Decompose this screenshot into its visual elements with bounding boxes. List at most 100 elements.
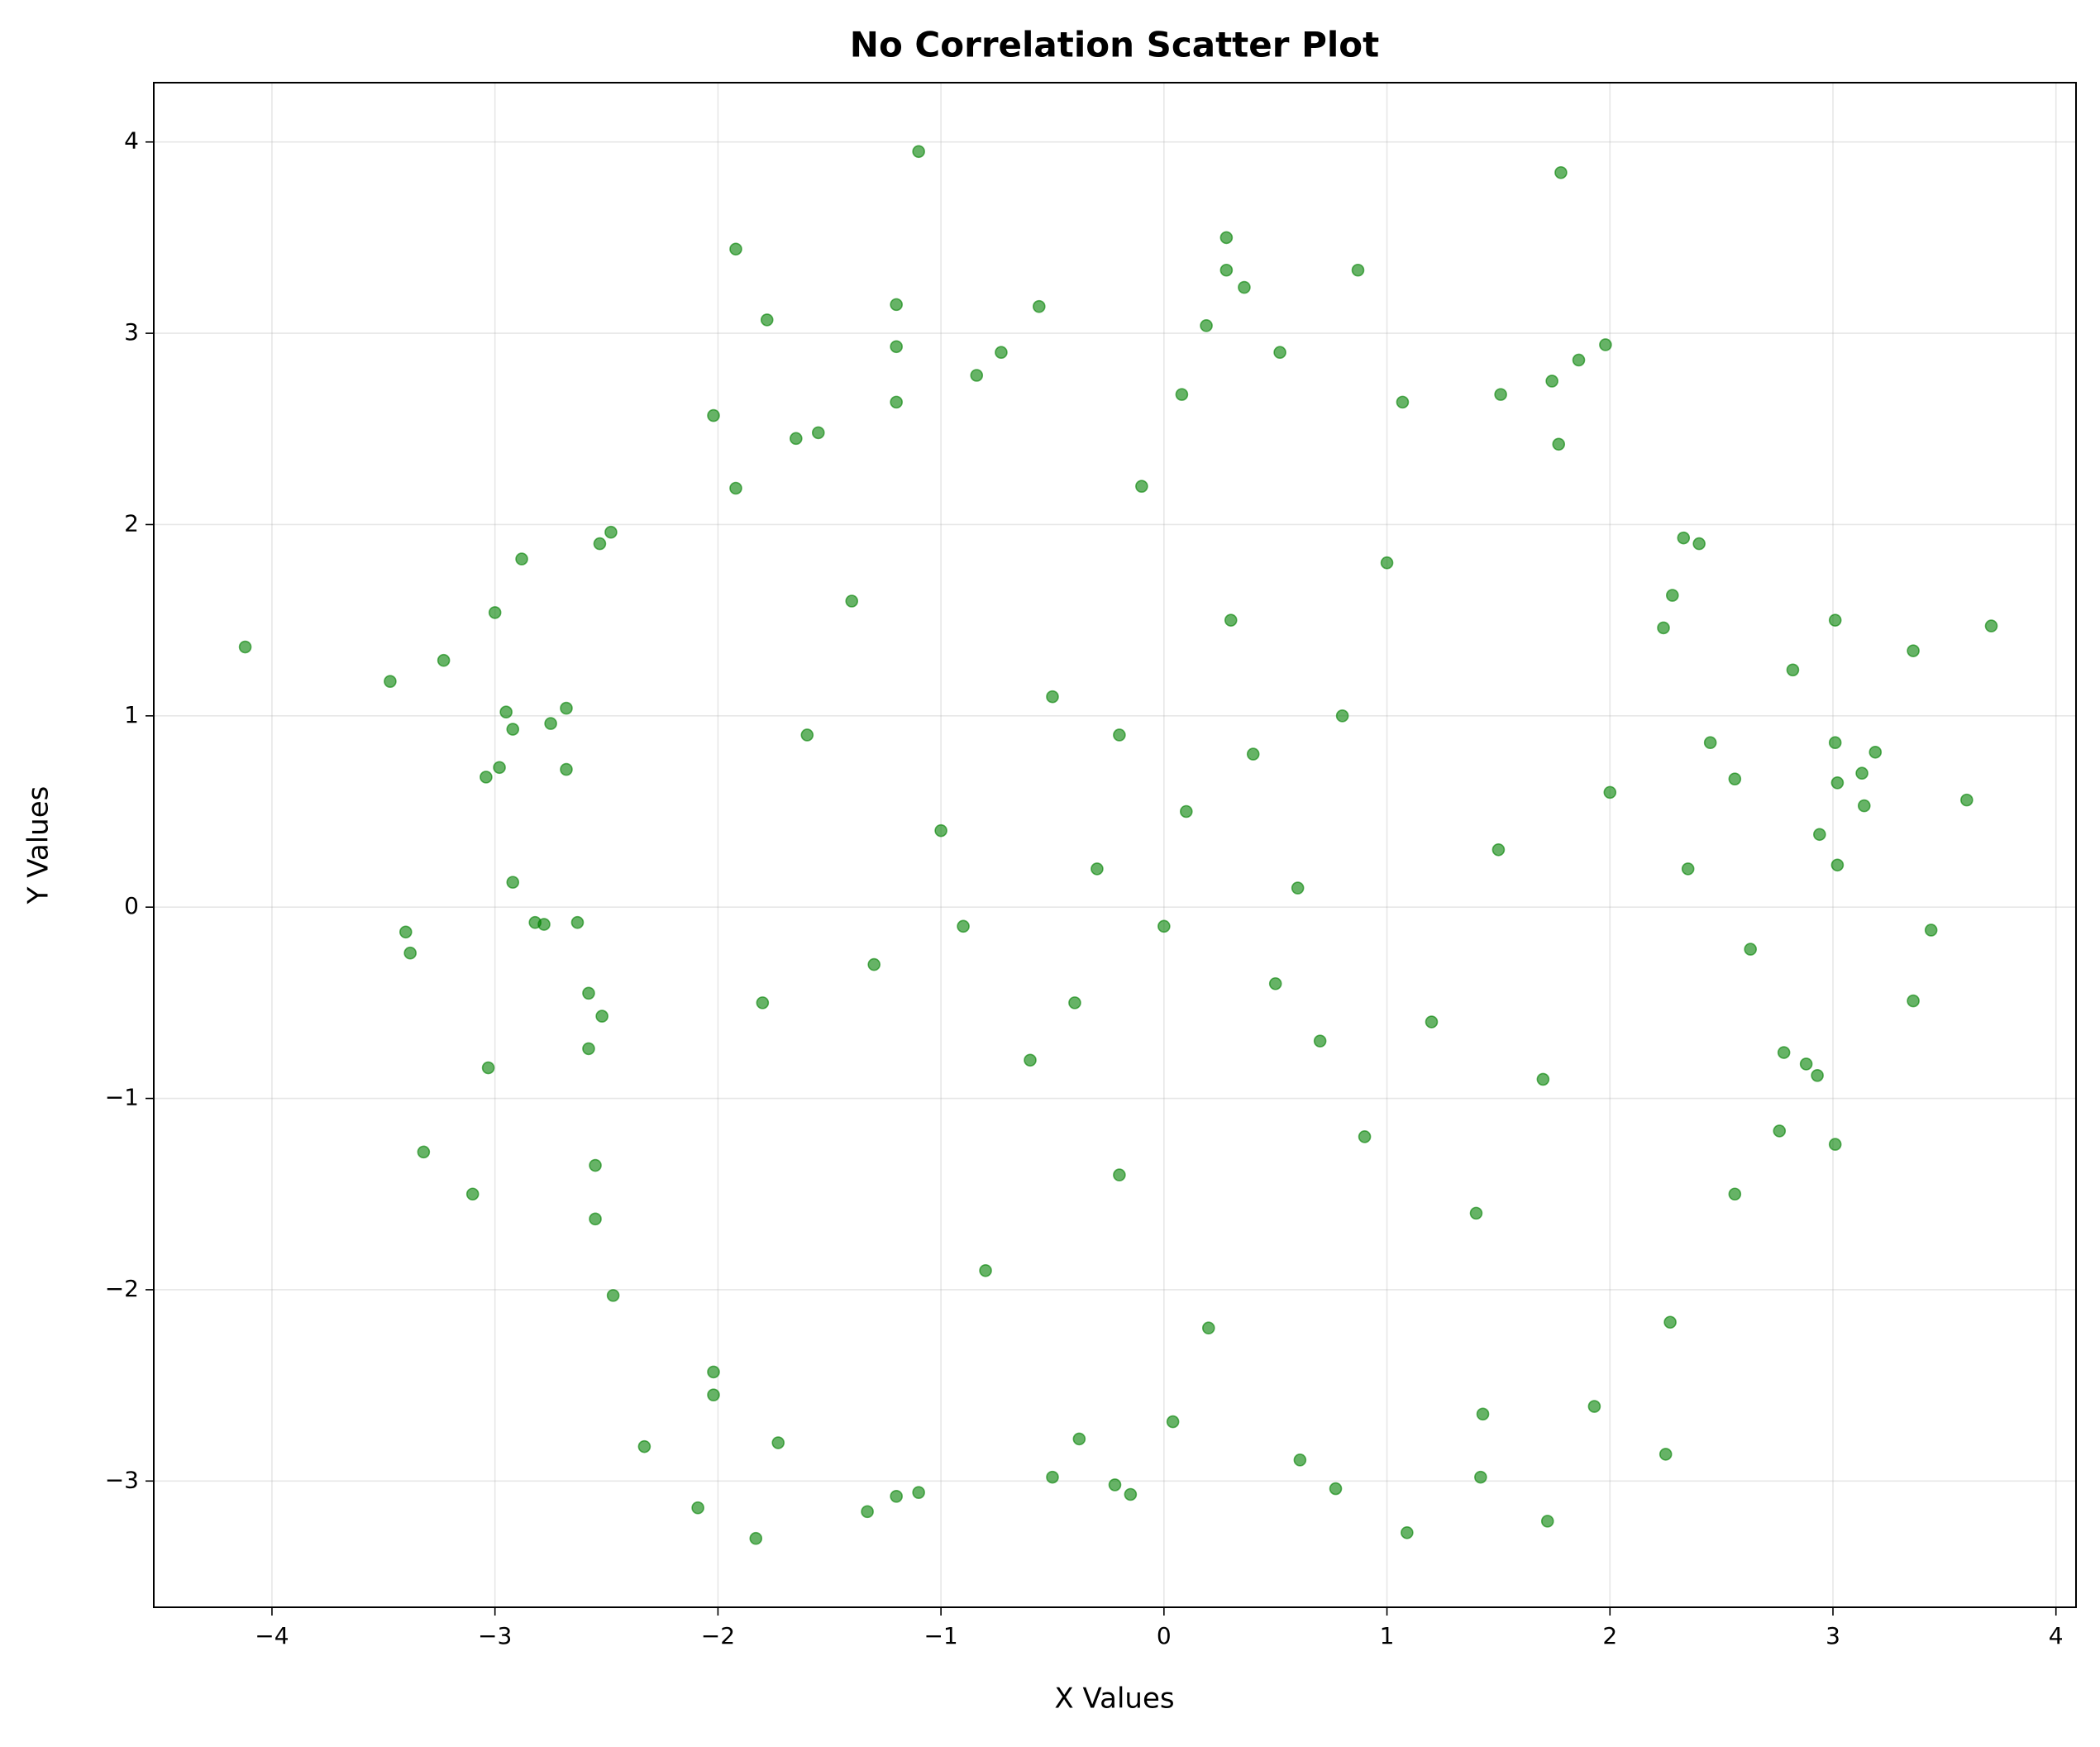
scatter-point [1024, 1053, 1037, 1067]
scatter-point [1728, 772, 1742, 785]
scatter-point [1855, 766, 1869, 780]
scatter-point [1907, 644, 1920, 657]
scatter-point [593, 537, 607, 551]
scatter-point [1175, 388, 1189, 401]
scatter-point [912, 145, 925, 159]
scatter-point [1113, 1168, 1126, 1181]
scatter-point [582, 986, 595, 1000]
scatter-point [1124, 1487, 1138, 1501]
scatter-point [1830, 776, 1845, 790]
scatter-point [1046, 690, 1059, 704]
scatter-point [582, 1042, 595, 1056]
scatter-point [867, 957, 881, 971]
scatter-point [1200, 319, 1213, 332]
scatter-point [707, 1388, 720, 1401]
scatter-point [1813, 828, 1826, 842]
scatter-point [729, 242, 742, 256]
scatter-point [912, 1486, 925, 1499]
scatter-point [1681, 862, 1695, 876]
scatter-point [800, 728, 814, 742]
y-tick-label: −2 [105, 1275, 139, 1302]
scatter-point [637, 1439, 651, 1453]
scatter-point [604, 525, 618, 539]
scatter-point [493, 761, 506, 775]
scatter-point [1984, 619, 1998, 632]
scatter-point [488, 606, 502, 619]
scatter-point [1907, 994, 1920, 1008]
scatter-point [749, 1531, 763, 1545]
scatter-point [1166, 1415, 1180, 1429]
scatter-point [1657, 621, 1670, 635]
scatter-point [890, 1490, 903, 1503]
scatter-point [1091, 862, 1104, 876]
y-tick-label: 0 [124, 892, 139, 919]
scatter-point [1273, 346, 1286, 360]
scatter-point [1469, 1206, 1483, 1220]
scatter-point [1180, 804, 1193, 819]
scatter-point [1401, 1525, 1414, 1539]
y-axis-label: Y Values [22, 786, 55, 905]
scatter-point [691, 1501, 704, 1515]
scatter-point [480, 771, 493, 784]
scatter-point [560, 762, 573, 776]
scatter-point [1830, 858, 1845, 872]
scatter-point [1587, 1400, 1601, 1413]
scatter-point [1924, 924, 1938, 937]
scatter-point [1786, 663, 1800, 677]
scatter-point [1046, 1470, 1059, 1484]
scatter-point [570, 915, 585, 929]
scatter-point [890, 298, 903, 312]
scatter-point [1666, 589, 1679, 602]
scatter-point [1828, 1138, 1842, 1151]
scatter-point [729, 481, 742, 495]
scatter-point [1828, 736, 1842, 750]
scatter-point [1554, 165, 1568, 179]
scatter-point [465, 1187, 480, 1201]
scatter-point [589, 1158, 602, 1172]
scatter-point [756, 996, 770, 1010]
scatter-point [1224, 613, 1238, 627]
scatter-point [1476, 1407, 1490, 1421]
scatter-point [979, 1263, 992, 1277]
y-tick-label: 4 [124, 127, 139, 155]
scatter-point [1572, 353, 1586, 367]
scatter-point [934, 823, 947, 838]
scatter-point [707, 1365, 720, 1379]
x-tick-label: −3 [478, 1622, 512, 1649]
scatter-point [481, 1061, 495, 1075]
scatter-point [1545, 375, 1558, 388]
scatter-point [1351, 263, 1365, 277]
x-tick-label: 4 [2049, 1622, 2064, 1649]
scatter-point [760, 313, 774, 327]
scatter-point [1692, 537, 1706, 551]
scatter-point [1552, 437, 1566, 451]
scatter-point [1811, 1068, 1824, 1082]
scatter-point [1219, 263, 1234, 277]
scatter-point [1293, 1453, 1307, 1467]
scatter-point [957, 919, 970, 933]
scatter-point [890, 340, 903, 354]
scatter-point [1659, 1448, 1673, 1461]
scatter-point [1703, 736, 1717, 750]
scatter-point [1135, 480, 1148, 493]
scatter-point [789, 432, 803, 446]
scatter-point [606, 1289, 620, 1302]
x-tick-label: −4 [255, 1622, 289, 1649]
scatter-point [1603, 785, 1617, 800]
scatter-point [1474, 1470, 1487, 1484]
scatter-point [1799, 1057, 1813, 1071]
scatter-point [506, 723, 520, 736]
scatter-point [1238, 280, 1251, 294]
scatter-point [845, 594, 859, 608]
scatter-point [861, 1505, 874, 1519]
x-tick-label: 3 [1826, 1622, 1840, 1649]
y-tick-label: 1 [124, 701, 139, 728]
scatter-point [238, 640, 252, 654]
scatter-point [1828, 613, 1842, 627]
scatter-point [1291, 881, 1305, 895]
scatter-point [437, 653, 451, 667]
scatter-point [1072, 1432, 1086, 1446]
scatter-point [1068, 996, 1081, 1010]
scatter-point [1268, 976, 1282, 990]
